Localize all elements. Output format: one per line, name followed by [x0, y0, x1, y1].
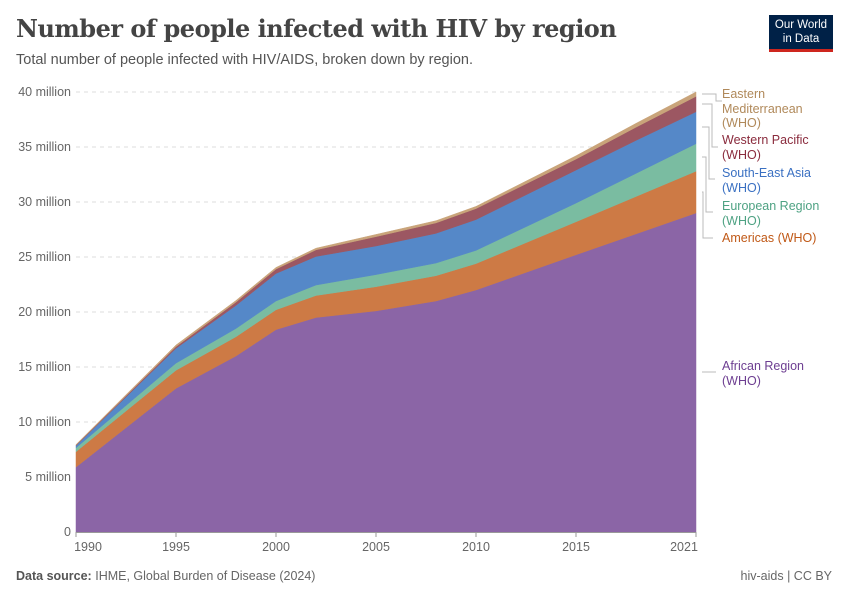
legend-label[interactable]: African Region (WHO): [722, 359, 804, 388]
x-tick-label: 2000: [262, 540, 290, 554]
x-tick-label: 2010: [462, 540, 490, 554]
x-tick-label: 1990: [74, 540, 102, 554]
legend-label[interactable]: Eastern Mediterranean (WHO): [722, 87, 803, 130]
y-tick-label: 35 million: [18, 140, 71, 154]
legend-label[interactable]: Western Pacific (WHO): [722, 133, 809, 162]
legend-connector: [702, 93, 722, 102]
license[interactable]: hiv-aids | CC BY: [740, 569, 832, 583]
chart-subtitle: Total number of people infected with HIV…: [16, 52, 474, 68]
y-tick-label: 40 million: [18, 85, 71, 99]
y-tick-label: 5 million: [25, 470, 71, 484]
chart-title: Number of people infected with HIV by re…: [16, 14, 617, 43]
legend-connector: [702, 156, 713, 213]
area-eastern-mediterranean-who: [75, 91, 697, 446]
y-tick-label: 10 million: [18, 415, 71, 429]
legend-connector: [702, 126, 715, 180]
x-tick-label: 1995: [162, 540, 190, 554]
y-tick-label: 25 million: [18, 250, 71, 264]
legend-label[interactable]: Americas (WHO): [722, 231, 817, 245]
source-text[interactable]: IHME, Global Burden of Disease (2024): [95, 569, 316, 583]
y-tick-label: 0: [64, 525, 71, 539]
owid-logo[interactable]: Our World in Data: [769, 15, 833, 52]
legend-connector: [702, 103, 718, 148]
x-tick-label: 2015: [562, 540, 590, 554]
legend-label[interactable]: South-East Asia (WHO): [722, 166, 811, 195]
x-tick-label: 2005: [362, 540, 390, 554]
x-tick-label: 2021: [670, 540, 698, 554]
y-tick-label: 20 million: [18, 305, 71, 319]
source-label: Data source:: [16, 569, 92, 583]
y-tick-label: 15 million: [18, 360, 71, 374]
y-tick-label: 30 million: [18, 195, 71, 209]
legend-connector: [702, 191, 713, 239]
data-source: Data source: IHME, Global Burden of Dise…: [16, 569, 315, 583]
logo-text: Our World in Data: [774, 19, 828, 45]
legend-label[interactable]: European Region (WHO): [722, 199, 820, 228]
